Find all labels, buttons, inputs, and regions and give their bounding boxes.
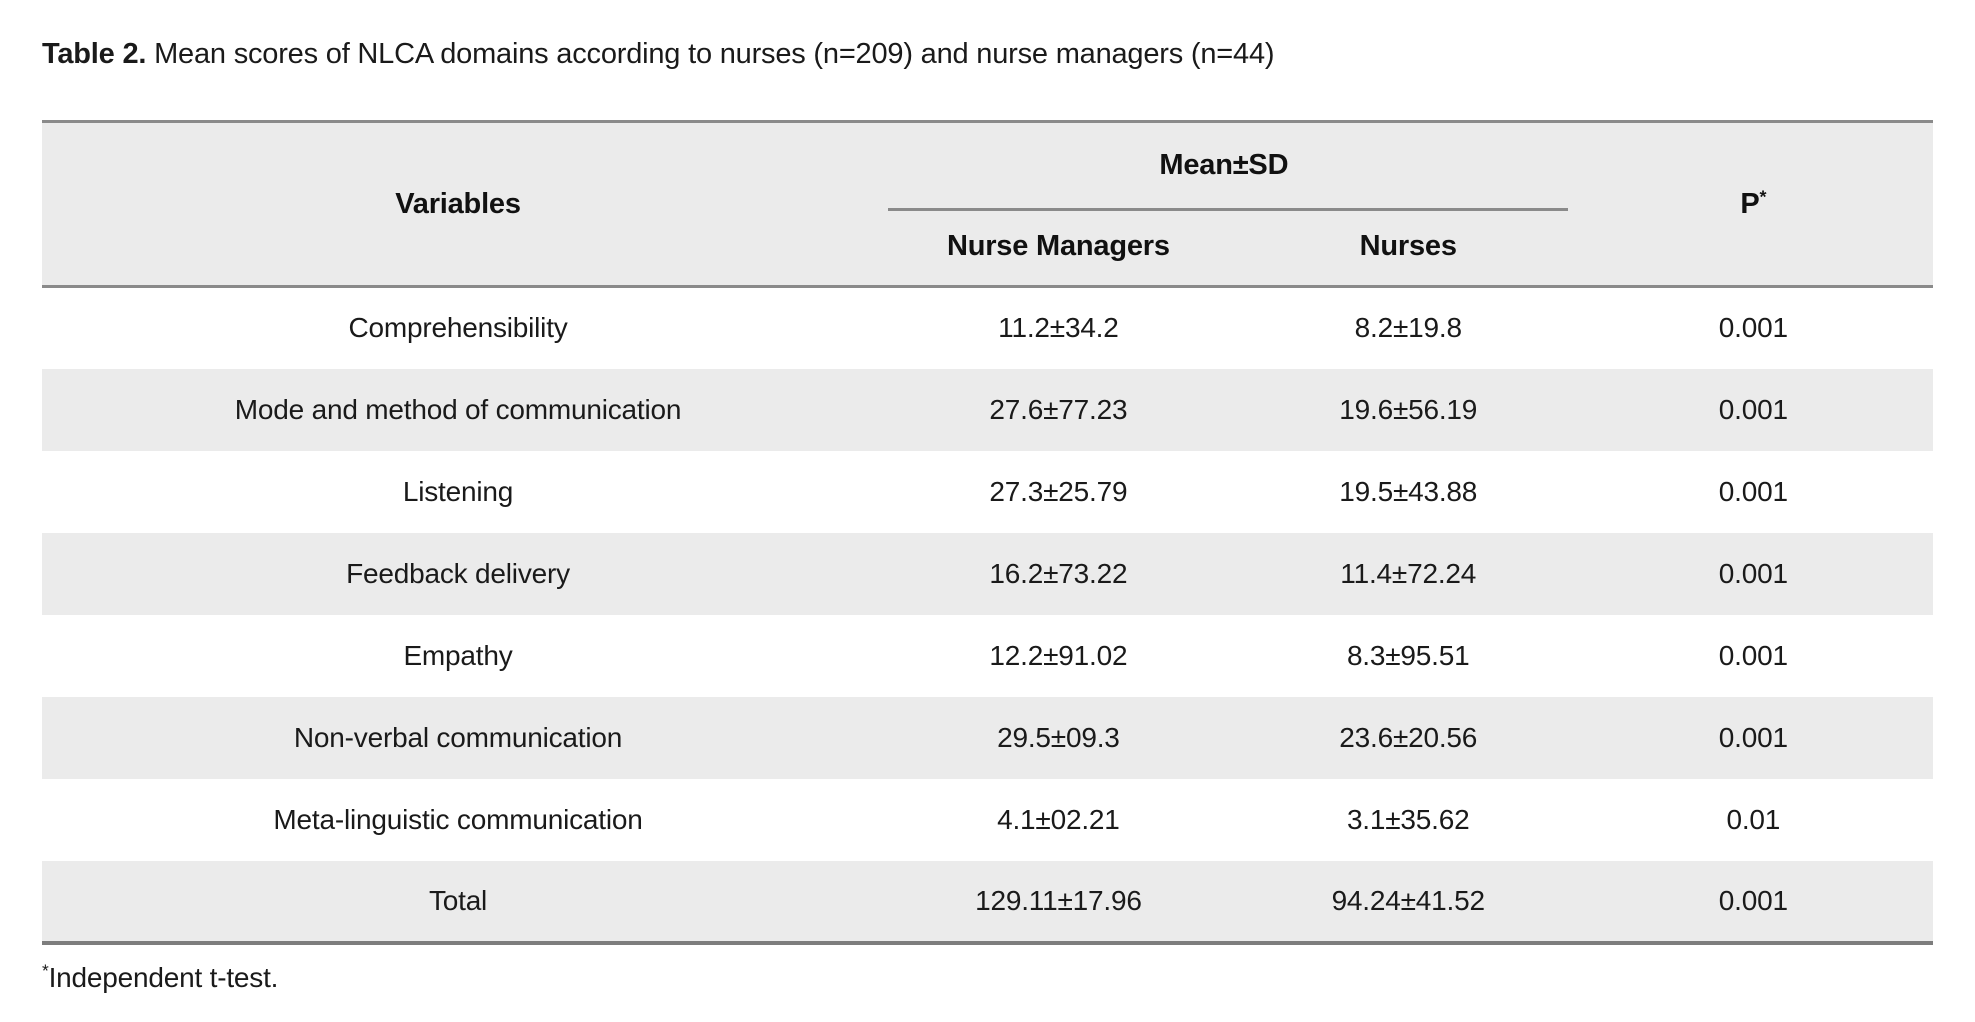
nurse-managers-cell: 16.2±73.22 [989, 557, 1128, 589]
table-caption: Table 2. Mean scores of NLCA domains acc… [42, 36, 1932, 72]
variable-cell: Feedback delivery [346, 557, 570, 589]
nurses-cell: 3.1±35.62 [1346, 803, 1470, 835]
nurse-managers-cell: 4.1±02.21 [997, 803, 1120, 835]
table-footnote: *Independent t-test. [42, 962, 278, 994]
nurses-cell: 94.24±41.52 [1331, 884, 1486, 916]
column-header-nurses: Nurses [1359, 230, 1457, 263]
p-cell: 0.001 [1718, 475, 1788, 507]
table-row: Mode and method of communication 27.6±77… [42, 368, 1933, 451]
variable-cell: Comprehensibility [348, 312, 568, 344]
nurses-cell: 23.6±20.56 [1339, 721, 1478, 753]
p-label: P [1740, 187, 1760, 220]
nurses-cell: 19.6±56.19 [1339, 393, 1478, 425]
footnote-asterisk: * [42, 960, 49, 981]
variable-cell: Mode and method of communication [234, 393, 682, 425]
header-row-sub: Nurse Managers Nurses [42, 209, 1933, 287]
column-header-variables: Variables [395, 187, 521, 220]
table-row: Empathy 12.2±91.02 8.3±95.51 0.001 [42, 615, 1933, 697]
p-cell: 0.01 [1726, 803, 1781, 835]
variable-cell: Non-verbal communication [293, 721, 623, 753]
nurses-cell: 8.2±19.8 [1354, 312, 1462, 344]
nurse-managers-cell: 11.2±34.2 [998, 312, 1119, 344]
column-header-nurse-managers: Nurse Managers [946, 230, 1170, 263]
variable-cell: Listening [402, 475, 514, 507]
nurse-managers-cell: 12.2±91.02 [989, 639, 1128, 671]
nurse-managers-cell: 129.11±17.96 [975, 884, 1142, 916]
column-group-header-mean-sd: Mean±SD [874, 122, 1574, 209]
table-row: Non-verbal communication 29.5±09.3 23.6±… [42, 696, 1933, 779]
column-header-p: P* [1574, 122, 1933, 287]
nurse-managers-cell: 29.5±09.3 [997, 721, 1120, 753]
table-header: Variables Mean±SD P* Nurse Managers Nurs… [42, 121, 1933, 287]
p-cell: 0.001 [1718, 721, 1788, 753]
nurse-managers-cell: 27.3±25.79 [989, 475, 1128, 507]
table-row: Listening 27.3±25.79 19.5±43.88 0.001 [42, 451, 1933, 533]
table-row: Meta-linguistic communication 4.1±02.21 … [42, 779, 1933, 861]
p-cell: 0.001 [1718, 639, 1788, 671]
p-cell: 0.001 [1718, 312, 1788, 344]
table-caption-label: Table 2. [42, 38, 147, 70]
table-row: Total 129.11±17.96 94.24±41.52 0.001 [42, 860, 1933, 943]
header-row-top: Variables Mean±SD P* [42, 122, 1933, 219]
mean-sd-label: Mean±SD [1159, 149, 1289, 182]
variable-cell: Meta-linguistic communication [273, 803, 643, 835]
p-cell: 0.001 [1718, 557, 1788, 589]
p-cell: 0.001 [1718, 884, 1788, 916]
p-asterisk: * [1759, 185, 1767, 206]
nurses-cell: 19.5±43.88 [1339, 475, 1478, 507]
table-caption-text: Mean scores of NLCA domains according to… [146, 38, 1275, 70]
table-body: Comprehensibility 11.2±34.2 8.2±19.8 0.0… [42, 287, 1933, 943]
nurses-cell: 8.3±95.51 [1346, 639, 1470, 671]
table-row: Comprehensibility 11.2±34.2 8.2±19.8 0.0… [42, 287, 1933, 369]
nurse-managers-cell: 27.6±77.23 [989, 393, 1128, 425]
variable-cell: Empathy [403, 639, 513, 671]
footnote-text: Independent t-test. [48, 962, 279, 993]
mean-scores-table: Variables Mean±SD P* Nurse Managers Nurs… [42, 120, 1933, 945]
variable-cell: Total [428, 884, 488, 916]
nurses-cell: 11.4±72.24 [1340, 557, 1477, 589]
p-cell: 0.001 [1718, 393, 1788, 425]
table-row: Feedback delivery 16.2±73.22 11.4±72.24 … [42, 532, 1933, 615]
